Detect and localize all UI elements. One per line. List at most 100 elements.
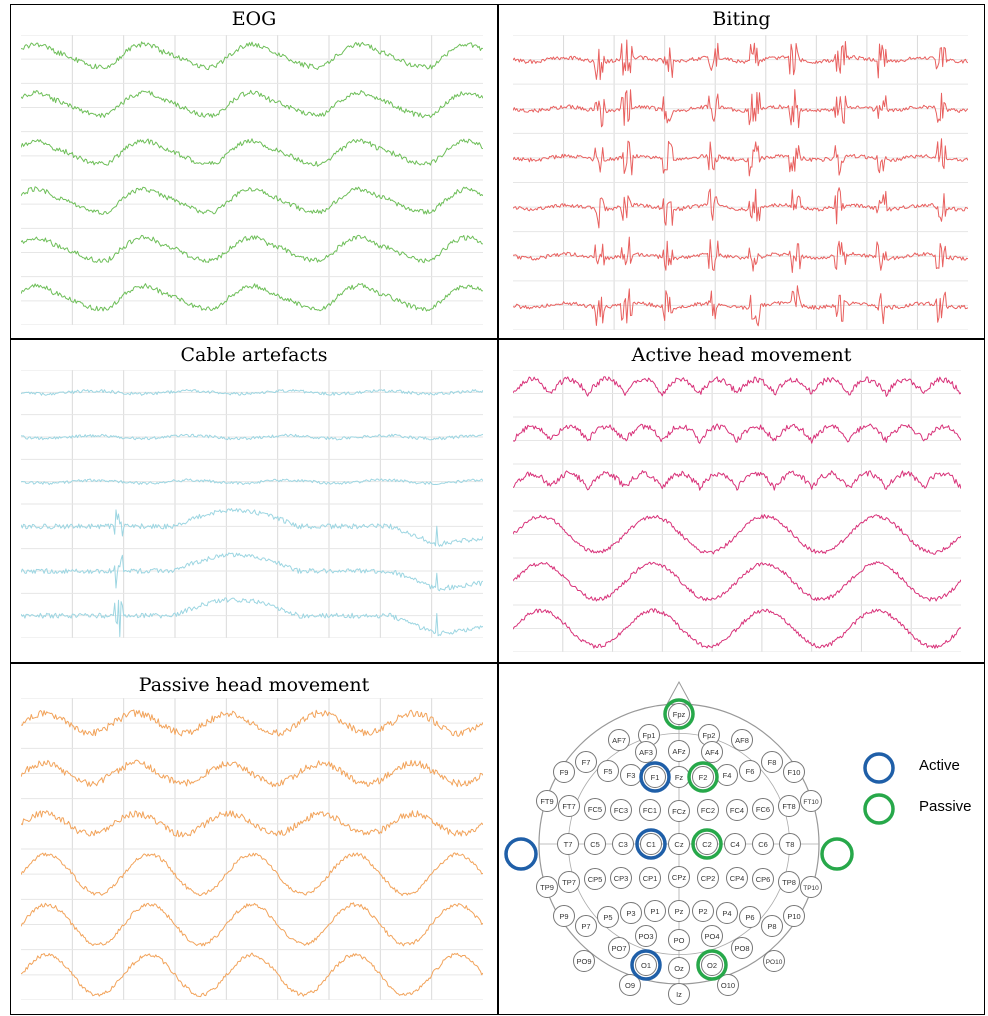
electrode-label: Oz: [674, 964, 684, 973]
electrode-label: FT10: [803, 799, 819, 806]
electrode-label: CP5: [588, 875, 603, 884]
channel-trace: [21, 759, 483, 788]
electrode-label: C4: [730, 840, 740, 849]
electrode-tp9: [536, 876, 558, 898]
electrode-label: F1: [651, 773, 660, 782]
legend-active-marker: [863, 752, 895, 784]
electrode-label: Fz: [675, 773, 684, 782]
electrode-fc4: [726, 799, 748, 821]
electrode-label: P6: [745, 913, 754, 922]
electrode-ft7: [558, 795, 580, 817]
panel-title: Biting: [712, 8, 771, 30]
legend-active-label: Active: [919, 757, 960, 774]
channel-trace: [21, 41, 483, 71]
electrode-po7: [608, 937, 630, 959]
panel-active-head: Active head movement: [499, 340, 984, 662]
electrode-f6: [739, 760, 761, 782]
electrode-c5: [584, 833, 606, 855]
channel-trace: [513, 376, 961, 397]
channel-trace: [21, 283, 483, 312]
electrode-label: FC1: [643, 806, 657, 815]
electrode-af8: [731, 729, 753, 751]
electrode-label: Fpz: [673, 710, 686, 719]
electrode-ft9: [536, 790, 558, 812]
electrode-fc5: [584, 798, 606, 820]
column-divider: [497, 5, 499, 1014]
electrode-cp1: [639, 867, 661, 889]
channel-trace: [513, 608, 961, 649]
channel-trace: [21, 508, 483, 547]
electrode-label: F8: [768, 758, 777, 767]
row-divider-2: [11, 662, 984, 664]
electrode-f7: [575, 751, 597, 773]
electrode-label: CP1: [643, 874, 658, 883]
electrode-label: O1: [641, 961, 651, 970]
electrode-p4: [716, 902, 738, 924]
electrode-head-map: Fpz Fp1 AFz Fp2 AF7 AF3 AF4 AF8 F9 F7 F5 F3 F1 Fz F2 F4…: [504, 680, 895, 1005]
electrode-af4: [701, 741, 723, 763]
electrode-p10: [783, 905, 805, 927]
panel-title: Active head movement: [631, 344, 852, 366]
electrode-ft10: [800, 790, 822, 812]
electrode-fcz: [668, 800, 690, 822]
electrode-label: PO3: [638, 932, 653, 941]
electrode-label: F10: [788, 768, 801, 777]
channel-trace: [513, 470, 961, 491]
active-ring: [639, 761, 671, 793]
panel-title: Passive head movement: [138, 674, 370, 696]
electrode-label: T8: [786, 840, 795, 849]
electrode-t7: [557, 833, 579, 855]
electrode-label: F9: [560, 768, 569, 777]
panel-biting: Biting: [499, 5, 984, 338]
electrode-label: F2: [699, 773, 708, 782]
electrode-fc2: [697, 799, 719, 821]
electrode-c3: [612, 833, 634, 855]
electrode-label: CP3: [614, 874, 629, 883]
passive-head-trace-plot: [21, 698, 483, 1000]
electrode-label: F6: [746, 767, 755, 776]
electrode-label: C2: [702, 840, 712, 849]
electrode-t8: [779, 833, 801, 855]
passive-ring: [820, 837, 854, 871]
electrode-ft8: [778, 795, 800, 817]
electrode-po: [668, 929, 690, 951]
grid: [21, 35, 483, 325]
electrode-tp10: [800, 876, 822, 898]
electrode-label: AF3: [639, 748, 653, 757]
channel-trace: [513, 236, 968, 273]
electrode-label: P2: [698, 907, 707, 916]
electrode-label: PO4: [704, 932, 719, 941]
electrode-label: FT7: [562, 802, 575, 811]
electrode-pz: [668, 900, 690, 922]
electrode-f1: [644, 766, 666, 788]
channel-trace: [513, 561, 961, 602]
channel-trace: [513, 423, 961, 444]
legend-passive-marker: [863, 793, 895, 825]
channel-trace: [21, 709, 483, 737]
channel-trace: [21, 852, 483, 897]
electrode-iz: [668, 983, 690, 1005]
electrode-p9: [553, 905, 575, 927]
electrode-label: T7: [564, 840, 573, 849]
electrode-label: AF7: [612, 736, 626, 745]
electrode-cp5: [584, 868, 606, 890]
grid: [513, 35, 968, 330]
electrode-label: FC4: [730, 806, 744, 815]
electrode-o1: [635, 954, 657, 976]
electrode-o10: [717, 974, 739, 996]
electrode-label: TP8: [782, 878, 796, 887]
channel-trace: [21, 952, 483, 998]
electrode-p6: [739, 906, 761, 928]
active-ring: [504, 837, 538, 871]
electrode-label: CPz: [672, 873, 686, 882]
electrode-label: P7: [581, 922, 590, 931]
panel-passive-head: Passive head movement: [11, 664, 497, 1016]
electrode-label: AFz: [672, 747, 686, 756]
electrode-po3: [635, 925, 657, 947]
channel-trace: [513, 39, 968, 81]
grid: [21, 370, 483, 638]
electrode-af3: [635, 741, 657, 763]
passive-ring: [687, 761, 719, 793]
channel-trace: [513, 285, 968, 327]
electrode-f9: [553, 761, 575, 783]
